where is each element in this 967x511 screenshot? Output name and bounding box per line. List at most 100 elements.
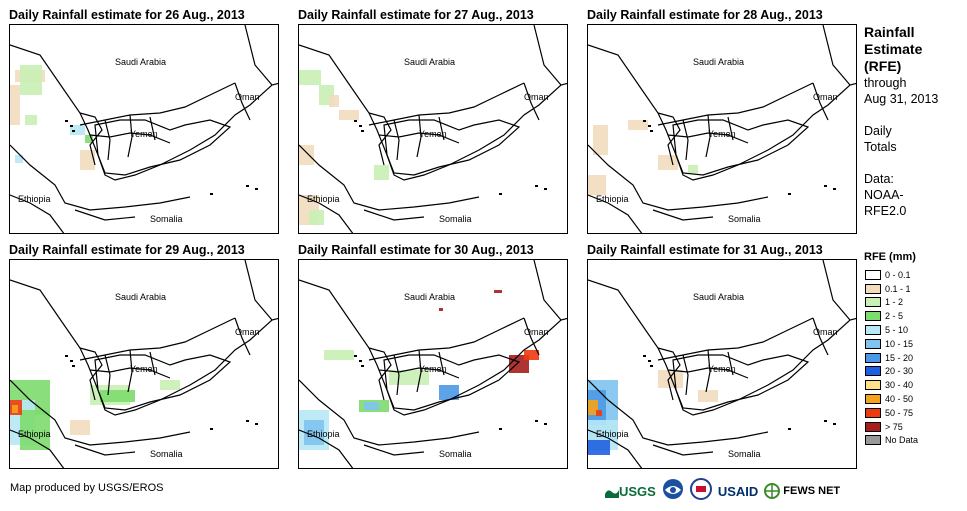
map-label-saudi: Saudi Arabia bbox=[115, 57, 166, 67]
island bbox=[833, 423, 836, 425]
sidebar-title-line-3: (RFE) bbox=[864, 58, 902, 74]
map-svg: Saudi Arabia Oman Yemen Ethiopia Somalia bbox=[588, 25, 856, 233]
panel-title-6: Daily Rainfall estimate for 31 Aug., 201… bbox=[587, 243, 823, 257]
rain-cell bbox=[309, 210, 324, 225]
legend-item: 2 - 5 bbox=[865, 309, 918, 323]
island bbox=[246, 420, 249, 422]
country-border bbox=[727, 351, 734, 376]
island bbox=[643, 355, 646, 357]
map-svg: Saudi Arabia Oman Yemen Ethiopia Somalia bbox=[588, 260, 856, 468]
map-label-oman: Oman bbox=[813, 327, 838, 337]
legend-swatch bbox=[865, 380, 881, 391]
country-border bbox=[368, 347, 392, 401]
island bbox=[833, 188, 836, 190]
rain-cell bbox=[299, 145, 314, 165]
legend-label: 40 - 50 bbox=[885, 394, 914, 405]
rain-cell bbox=[85, 135, 93, 143]
map-label-oman: Oman bbox=[524, 327, 549, 337]
map-label-yemen: Yemen bbox=[708, 364, 736, 374]
rain-cell bbox=[100, 390, 135, 402]
rain-cell bbox=[15, 155, 23, 163]
map-label-saudi: Saudi Arabia bbox=[404, 292, 455, 302]
country-border bbox=[10, 429, 65, 468]
country-border bbox=[588, 379, 769, 446]
rain-cell bbox=[593, 125, 608, 155]
country-border bbox=[667, 367, 749, 379]
country-border bbox=[149, 351, 156, 376]
rain-cell bbox=[299, 70, 321, 85]
map-label-oman: Oman bbox=[235, 327, 260, 337]
map-panel-4: Saudi Arabia Oman Yemen Ethiopia Somalia bbox=[9, 259, 279, 469]
legend-label: 1 - 2 bbox=[885, 297, 904, 308]
country-border bbox=[378, 132, 460, 144]
island bbox=[788, 193, 791, 195]
map-panel-3: Saudi Arabia Oman Yemen Ethiopia Somalia bbox=[587, 24, 857, 234]
country-border bbox=[533, 25, 562, 86]
legend-swatch bbox=[865, 338, 881, 349]
map-label-saudi: Saudi Arabia bbox=[693, 292, 744, 302]
map-label-yemen: Yemen bbox=[419, 364, 447, 374]
sidebar-totals-line-2: Totals bbox=[864, 140, 897, 154]
map-panel-2: Saudi Arabia Oman Yemen Ethiopia Somalia bbox=[298, 24, 568, 234]
legend-item: > 75 bbox=[865, 420, 918, 434]
sidebar-through: through bbox=[864, 76, 907, 90]
yemen-border bbox=[383, 354, 521, 411]
island bbox=[255, 188, 258, 190]
footer-credit: Map produced by USGS/EROS bbox=[10, 482, 164, 494]
rain-cell bbox=[20, 410, 50, 450]
country-border bbox=[10, 194, 65, 233]
map-label-saudi: Saudi Arabia bbox=[693, 57, 744, 67]
rain-cell bbox=[688, 165, 698, 173]
country-border bbox=[652, 444, 714, 456]
sidebar-title-line-1: Rainfall bbox=[864, 24, 915, 40]
legend-item: 0 - 0.1 bbox=[865, 268, 918, 282]
island bbox=[824, 420, 827, 422]
map-label-ethiopia: Ethiopia bbox=[18, 429, 51, 439]
map-label-somalia: Somalia bbox=[439, 214, 472, 224]
island bbox=[70, 360, 73, 362]
legend-item: 30 - 40 bbox=[865, 378, 918, 392]
rain-cell bbox=[70, 125, 85, 135]
map-label-yemen: Yemen bbox=[708, 129, 736, 139]
map-label-yemen: Yemen bbox=[130, 364, 158, 374]
map-svg: Saudi Arabia Oman Yemen Ethiopia Somalia bbox=[10, 25, 278, 233]
country-border bbox=[299, 429, 354, 468]
usaid-logo-text: USAID bbox=[717, 483, 759, 499]
island bbox=[354, 120, 357, 122]
noaa-logo-icon bbox=[662, 478, 684, 505]
rain-cell bbox=[20, 65, 42, 95]
country-border bbox=[79, 347, 103, 401]
legend-label: 20 - 30 bbox=[885, 366, 914, 377]
yemen-border bbox=[672, 119, 810, 176]
map-panel-6: Saudi Arabia Oman Yemen Ethiopia Somalia bbox=[587, 259, 857, 469]
legend: 0 - 0.1 0.1 - 1 1 - 2 2 - 5 5 - 10 10 - 15 15 … bbox=[865, 268, 918, 447]
map-panel-5: Saudi Arabia Oman Yemen Ethiopia Somalia bbox=[298, 259, 568, 469]
map-svg: Saudi Arabia Oman Yemen Ethiopia Somalia bbox=[10, 260, 278, 468]
island bbox=[65, 355, 68, 357]
map-panel-1: Saudi Arabia Oman Yemen Ethiopia Somalia bbox=[9, 24, 279, 234]
country-border bbox=[299, 279, 567, 416]
rain-cell bbox=[25, 115, 37, 125]
yemen-border bbox=[383, 119, 521, 176]
legend-swatch bbox=[865, 394, 881, 405]
country-border bbox=[368, 112, 392, 166]
rain-cell bbox=[588, 400, 598, 415]
legend-label: 0 - 0.1 bbox=[885, 269, 911, 280]
legend-item: No Data bbox=[865, 434, 918, 448]
island bbox=[361, 365, 364, 367]
island bbox=[535, 420, 538, 422]
country-border bbox=[244, 25, 273, 86]
map-svg: Saudi Arabia Oman Yemen Ethiopia Somalia bbox=[299, 260, 567, 468]
country-border bbox=[104, 354, 111, 396]
rain-cell bbox=[339, 110, 359, 120]
rain-cell bbox=[596, 410, 602, 416]
island bbox=[788, 428, 791, 430]
legend-label: 30 - 40 bbox=[885, 380, 914, 391]
legend-swatch bbox=[865, 435, 881, 446]
country-border bbox=[127, 349, 133, 393]
legend-item: 50 - 75 bbox=[865, 406, 918, 420]
country-border bbox=[523, 82, 540, 121]
country-border bbox=[822, 25, 851, 86]
panel-title-3: Daily Rainfall estimate for 28 Aug., 201… bbox=[587, 8, 823, 22]
map-svg: Saudi Arabia Oman Yemen Ethiopia Somalia bbox=[299, 25, 567, 233]
